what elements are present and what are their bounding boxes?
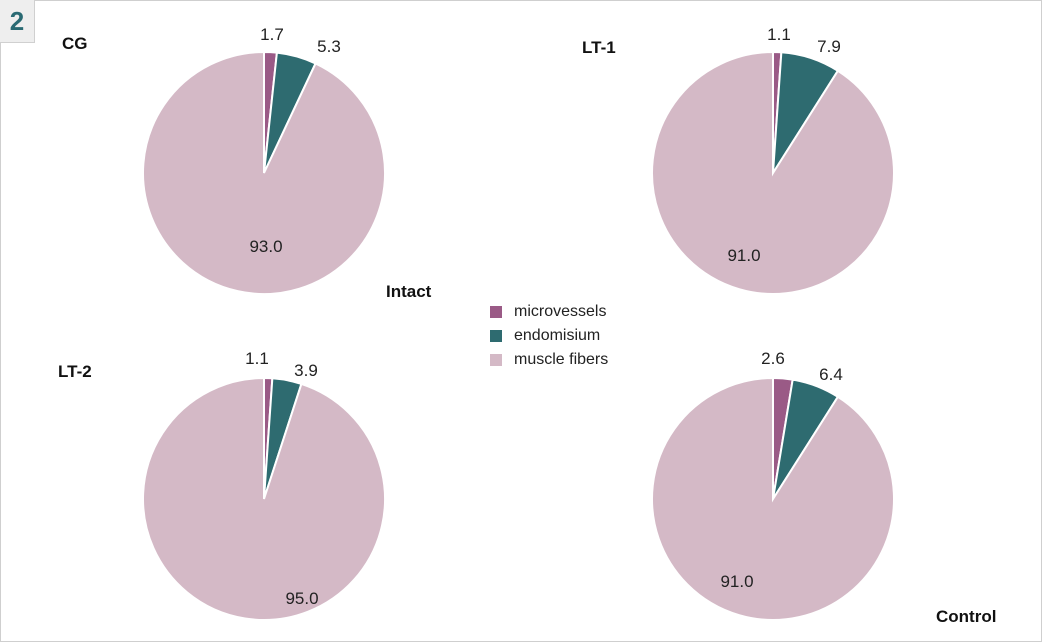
pie-control-label-endomisium: 6.4	[819, 365, 843, 384]
pie-title-lt2: LT-2	[58, 362, 92, 381]
group-label-intact: Intact	[386, 282, 432, 301]
pie-title-cg: CG	[62, 34, 88, 53]
pie-lt2-label-microvessels: 1.1	[245, 349, 269, 368]
pie-control-label-muscle-fibers: 91.0	[720, 572, 753, 591]
panel-number-badge: 2	[0, 0, 35, 43]
pie-title-lt1: LT-1	[582, 38, 616, 57]
pie-cg-label-endomisium: 5.3	[317, 37, 341, 56]
legend-label-muscle-fibers: muscle fibers	[514, 351, 609, 368]
pie-cg-slice-muscle-fibers	[142, 50, 386, 295]
pie-cg-label-microvessels: 1.7	[260, 25, 284, 44]
legend-item-muscle-fibers: muscle fibers	[490, 348, 608, 372]
pie-lt2-label-endomisium: 3.9	[294, 361, 318, 380]
legend-swatch-muscle-fibers	[490, 354, 502, 366]
legend-label-microvessels: microvessels	[514, 303, 607, 320]
pie-lt2-slice-muscle-fibers	[142, 376, 386, 621]
legend-label-endomisium: endomisium	[514, 327, 601, 344]
legend-swatch-microvessels	[490, 306, 502, 318]
pie-control-label-microvessels: 2.6	[761, 349, 785, 368]
pie-lt1-label-microvessels: 1.1	[767, 25, 791, 44]
pie-lt1-slice-muscle-fibers	[651, 50, 895, 295]
legend-swatch-endomisium	[490, 330, 502, 342]
pie-control-slice-muscle-fibers	[651, 376, 895, 621]
legend-item-endomisium: endomisium	[490, 324, 608, 348]
pie-lt1-label-endomisium: 7.9	[817, 37, 841, 56]
legend: microvessels endomisium muscle fibers	[490, 300, 608, 372]
legend-item-microvessels: microvessels	[490, 300, 608, 324]
pie-cg-label-muscle-fibers: 93.0	[249, 237, 282, 256]
pie-lt2-label-muscle-fibers: 95.0	[285, 589, 318, 608]
group-label-control: Control	[936, 607, 997, 626]
pie-lt1-label-muscle-fibers: 91.0	[727, 246, 760, 265]
